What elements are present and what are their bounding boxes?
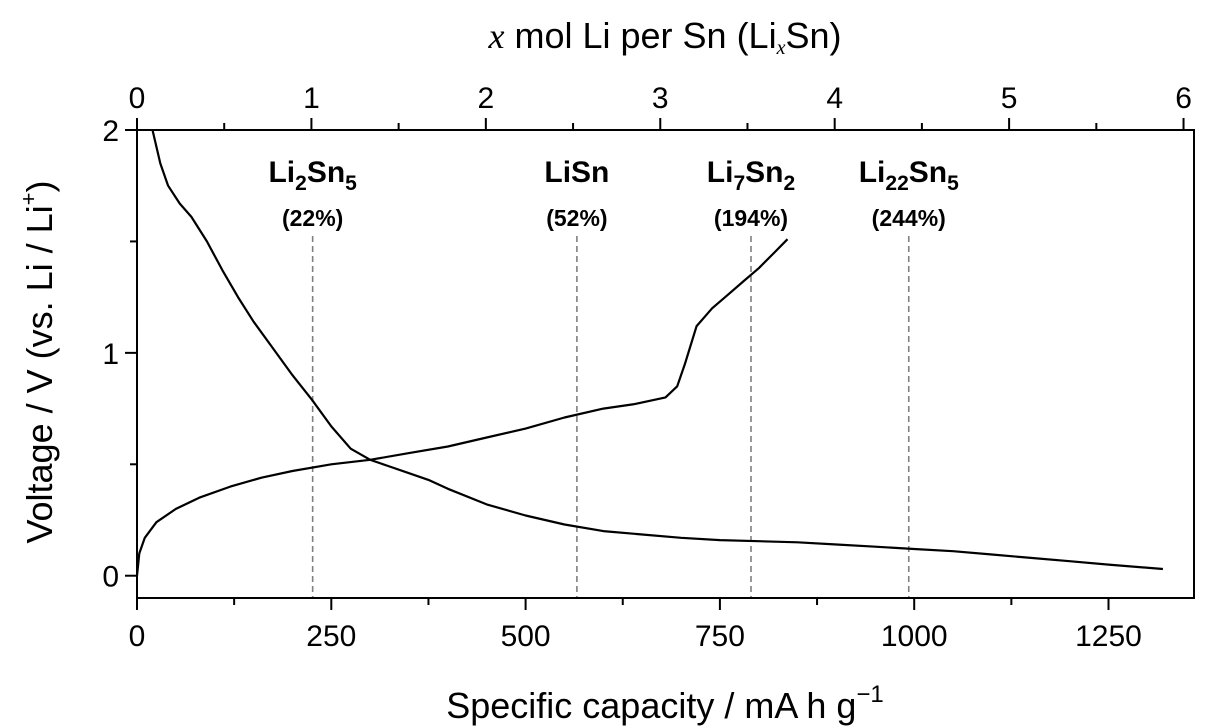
phase-label-1: LiSn bbox=[544, 156, 609, 189]
x-tick-label-0: 0 bbox=[129, 620, 146, 653]
phase-label-2-part-0: Li bbox=[707, 156, 734, 189]
x2-tick-label-4: 4 bbox=[826, 82, 843, 115]
y-axis-label-end: ) bbox=[19, 180, 60, 192]
y-tick-label-0: 0 bbox=[102, 561, 119, 594]
x2-axis-label-end: Sn) bbox=[785, 15, 841, 56]
x2-tick-label-0: 0 bbox=[129, 82, 146, 115]
phase-label-3-part-1: 22 bbox=[885, 172, 908, 195]
y-axis-label-sup: + bbox=[16, 192, 41, 205]
phase-pct-2: (194%) bbox=[714, 205, 788, 231]
x2-axis-label: x mol Li per Sn (LixSn) bbox=[487, 15, 841, 59]
phase-label-2-part-3: 2 bbox=[784, 172, 796, 195]
x-axis-label-sup: −1 bbox=[856, 681, 883, 708]
ticks-layer bbox=[125, 118, 1185, 610]
x-axis-label-text: Specific capacity / mA h g bbox=[446, 685, 856, 726]
series-curve-0 bbox=[151, 129, 1163, 571]
series-curve-1 bbox=[135, 238, 789, 576]
x-tick-label-5: 1250 bbox=[1075, 620, 1142, 653]
x-tick-label-1: 250 bbox=[306, 620, 356, 653]
phase-label-0: Li2Sn5 bbox=[268, 156, 357, 195]
phase-label-2: Li7Sn2 bbox=[707, 156, 795, 195]
phase-label-3-part-2: Sn bbox=[909, 156, 947, 189]
x2-axis-label-var: x bbox=[487, 16, 504, 56]
phase-label-3-part-0: Li bbox=[859, 156, 886, 189]
labels-layer: Li2Sn5(22%)LiSn(52%)Li7Sn2(194%)Li22Sn5(… bbox=[102, 82, 1192, 653]
y-axis-label-text: Voltage / V (vs. Li / Li bbox=[19, 205, 60, 543]
phase-label-0-part-0: Li bbox=[268, 156, 295, 189]
phase-label-1-part-0: LiSn bbox=[544, 156, 609, 189]
x-tick-label-3: 750 bbox=[695, 620, 745, 653]
x2-axis-label-sub: x bbox=[776, 37, 786, 59]
y-axis-label: Voltage / V (vs. Li / Li+) bbox=[16, 180, 60, 543]
phase-label-3: Li22Sn5 bbox=[859, 156, 959, 195]
x-tick-label-4: 1000 bbox=[881, 620, 948, 653]
phase-label-0-part-1: 2 bbox=[295, 172, 307, 195]
phase-pct-0: (22%) bbox=[282, 205, 343, 231]
phase-label-2-part-1: 7 bbox=[733, 172, 745, 195]
phase-pct-1: (52%) bbox=[546, 205, 607, 231]
phase-pct-3: (244%) bbox=[872, 205, 946, 231]
x2-tick-label-6: 6 bbox=[1175, 82, 1192, 115]
x2-tick-label-2: 2 bbox=[478, 82, 495, 115]
curves-layer bbox=[135, 129, 1163, 576]
x2-tick-label-1: 1 bbox=[303, 82, 320, 115]
phase-label-0-part-3: 5 bbox=[345, 172, 357, 195]
phase-label-0-part-2: Sn bbox=[307, 156, 345, 189]
y-tick-label-2: 2 bbox=[102, 115, 119, 148]
x2-tick-label-5: 5 bbox=[1001, 82, 1018, 115]
y-tick-label-1: 1 bbox=[102, 338, 119, 371]
x-tick-label-2: 500 bbox=[501, 620, 551, 653]
x2-axis-label-text: mol Li per Sn (Li bbox=[504, 15, 776, 56]
plot-frame bbox=[136, 129, 1195, 599]
phase-label-3-part-3: 5 bbox=[947, 172, 959, 195]
x2-tick-label-3: 3 bbox=[652, 82, 669, 115]
x-axis-label: Specific capacity / mA h g−1 bbox=[446, 681, 884, 726]
phase-label-2-part-2: Sn bbox=[745, 156, 783, 189]
phase-lines-layer bbox=[311, 236, 910, 598]
